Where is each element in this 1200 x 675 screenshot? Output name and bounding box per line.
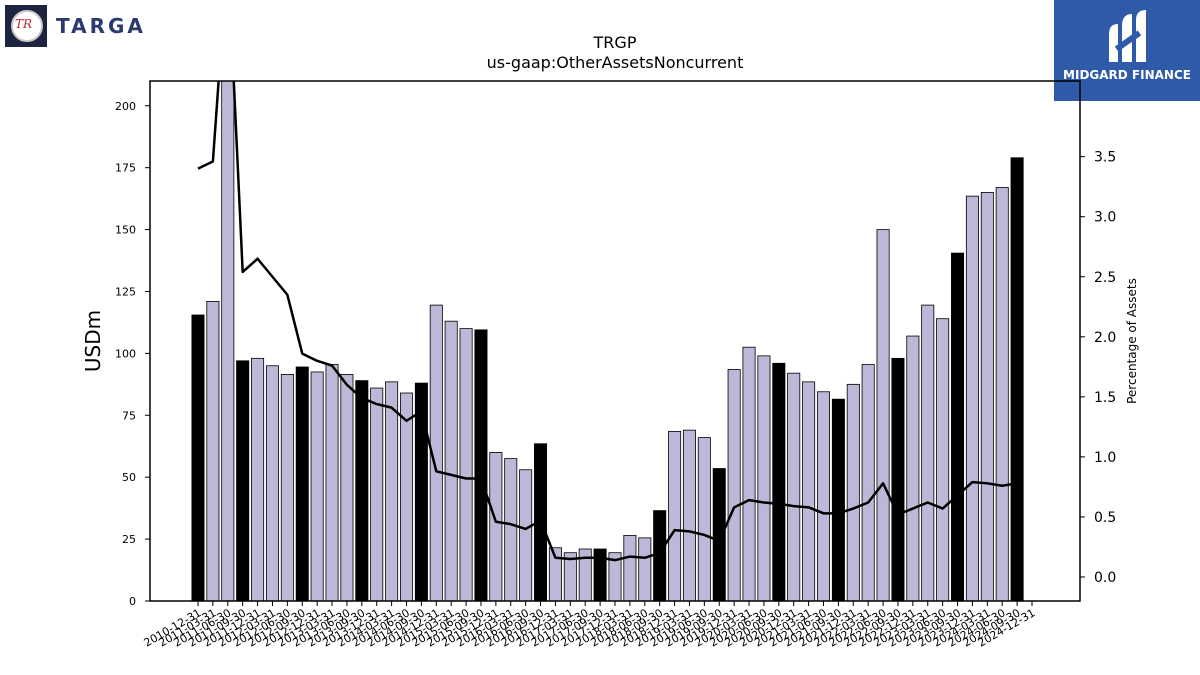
bar [831, 398, 845, 601]
bar [921, 304, 935, 601]
y2-tick-label: 1.0 [1094, 450, 1116, 466]
bar [385, 381, 399, 601]
bar [608, 552, 622, 601]
bar [399, 392, 414, 601]
bar [504, 458, 518, 601]
bar [936, 318, 950, 601]
targa-logo-mark: TR [15, 17, 33, 31]
bar [668, 430, 682, 601]
bar [802, 381, 816, 601]
y2-tick-label: 3.5 [1094, 150, 1116, 166]
bar [951, 252, 965, 601]
y2-tick-label: 1.5 [1094, 390, 1116, 406]
bar [474, 329, 488, 601]
bar [906, 335, 920, 601]
bar [236, 360, 250, 601]
y2-axis-label: Percentage of Assets [1125, 278, 1139, 404]
bar [251, 357, 265, 601]
bar [325, 364, 339, 601]
bar [414, 382, 428, 601]
y-tick-label: 125 [115, 285, 136, 298]
bar [995, 187, 1009, 601]
targa-logo: TR TARGA [5, 5, 165, 49]
bar [623, 534, 637, 601]
bar [280, 374, 294, 601]
bar [355, 380, 369, 601]
chart-title: TRGP [593, 33, 637, 52]
targa-logo-text: TARGA [56, 14, 146, 38]
y2-tick-label: 3.0 [1094, 210, 1116, 226]
bar [712, 468, 726, 601]
y-axis-label: USDm [81, 310, 105, 372]
bar [519, 469, 533, 601]
bar [578, 548, 592, 601]
bar [757, 355, 771, 601]
y-tick-label: 150 [115, 224, 136, 237]
bar [787, 372, 801, 601]
bar [727, 369, 741, 601]
bar [891, 357, 905, 601]
bar [593, 548, 607, 601]
x-axis: 2010-12-312011-03-312011-06-302011-09-30… [142, 601, 1038, 650]
bar [816, 391, 831, 601]
bar [846, 383, 860, 601]
bar [980, 192, 994, 601]
bar [370, 387, 384, 601]
bar [295, 366, 309, 601]
y2-tick-label: 0.0 [1094, 570, 1116, 586]
bar [965, 195, 979, 601]
bar [772, 362, 786, 601]
line-series [197, 81, 1018, 562]
y-axis-right: 0.0 0.5 1.0 1.5 2.0 2.5 3.0 3.5 [1080, 150, 1116, 586]
y-axis-left: 0 25 50 75 100 125 150 175 200 [115, 100, 150, 608]
bar [742, 346, 756, 601]
bar [429, 304, 443, 601]
bar [489, 452, 503, 601]
y2-tick-label: 2.5 [1094, 270, 1116, 286]
targa-logo-ring [11, 10, 43, 42]
y2-tick-label: 0.5 [1094, 510, 1116, 526]
bar-series [191, 81, 1024, 601]
y-tick-label: 200 [115, 100, 136, 113]
bar [653, 510, 667, 601]
bar [697, 437, 711, 601]
bar [191, 314, 205, 601]
bar [1010, 157, 1024, 601]
percentage-line [197, 81, 1018, 562]
bar [548, 547, 562, 601]
chart-subtitle: us-gaap:OtherAssetsNoncurrent [487, 53, 744, 72]
y-tick-label: 0 [129, 595, 136, 608]
bar [459, 328, 473, 601]
y-tick-label: 175 [115, 162, 136, 175]
bar [861, 364, 875, 601]
y2-tick-label: 2.0 [1094, 330, 1116, 346]
y-tick-label: 25 [122, 533, 136, 546]
bar [563, 552, 577, 601]
midgard-finance-text: MIDGARD FINANCE [1063, 68, 1191, 82]
y-tick-label: 100 [115, 347, 136, 360]
bar [221, 81, 235, 601]
y-tick-label: 75 [122, 409, 136, 422]
bar [265, 365, 279, 601]
bar [638, 537, 652, 601]
bar [340, 374, 354, 601]
bar [444, 320, 458, 601]
bar [682, 429, 696, 601]
bar [876, 229, 890, 601]
y-tick-label: 50 [122, 471, 136, 484]
midgard-finance-logo: MIDGARD FINANCE [1054, 0, 1200, 101]
midgard-finance-mark-icon [1109, 10, 1146, 62]
bar [206, 300, 220, 601]
bar [310, 371, 324, 601]
